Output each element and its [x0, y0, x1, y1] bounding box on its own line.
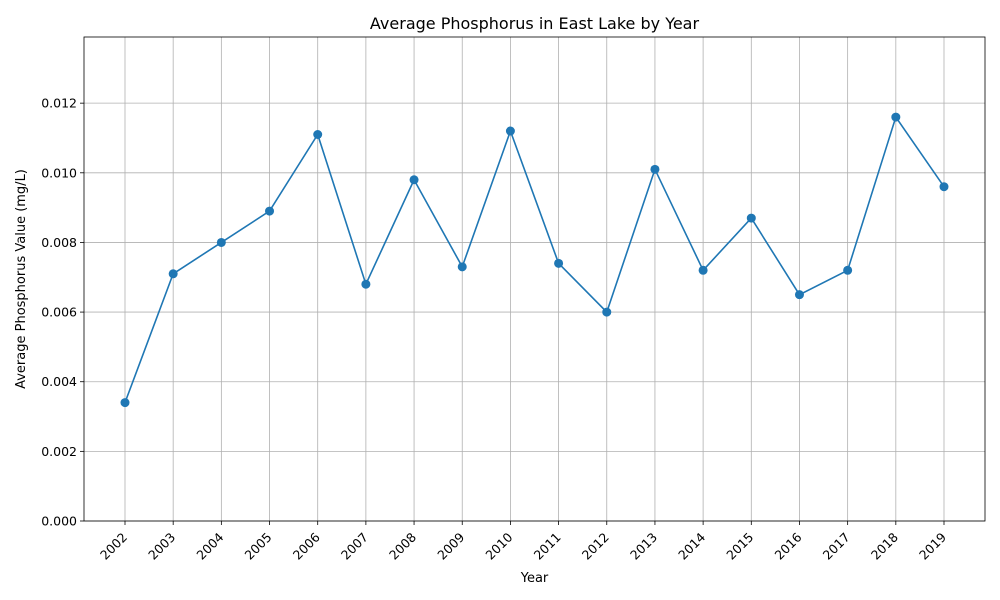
x-tick-label: 2002 — [97, 530, 130, 563]
data-point — [698, 265, 708, 275]
series-line — [124, 115, 945, 403]
x-tick-label: 2009 — [434, 529, 467, 562]
x-tick-label: 2016 — [771, 529, 804, 562]
y-tick-label: 0.004 — [41, 374, 77, 389]
data-point — [650, 164, 660, 174]
y-axis-label: Average Phosphorus Value (mg/L) — [14, 169, 29, 389]
data-point — [891, 112, 901, 122]
y-tick-label: 0.012 — [41, 96, 77, 111]
data-point — [602, 307, 612, 317]
x-tick-label: 2013 — [627, 530, 660, 563]
y-tick-label: 0.002 — [41, 444, 77, 459]
data-point — [794, 290, 804, 300]
y-tick-label: 0.006 — [41, 305, 77, 320]
data-point — [265, 206, 275, 216]
data-point — [409, 175, 419, 185]
data-point — [746, 213, 756, 223]
data-point — [216, 237, 226, 247]
x-tick-label: 2007 — [338, 530, 371, 563]
plot-frame — [83, 36, 986, 522]
data-point — [168, 269, 178, 279]
x-tick-label: 2005 — [242, 530, 275, 563]
x-axis-label: Year — [520, 571, 549, 586]
data-point — [505, 126, 515, 136]
data-point — [939, 182, 949, 192]
data-point — [361, 279, 371, 289]
y-tick-label: 0.010 — [41, 165, 77, 180]
x-tick-label: 2014 — [675, 529, 708, 562]
grid-layer — [84, 37, 985, 522]
series-layer — [120, 112, 949, 408]
data-point — [313, 129, 323, 139]
data-point — [120, 398, 130, 408]
x-tick-label: 2010 — [482, 529, 515, 562]
x-tick-label: 2017 — [820, 530, 853, 563]
x-tick-label: 2003 — [145, 530, 178, 563]
x-tick-label: 2008 — [386, 529, 419, 562]
x-tick-label: 2012 — [579, 530, 612, 563]
x-tick-label: 2018 — [868, 529, 901, 562]
x-tick-label: 2004 — [193, 529, 226, 562]
data-point — [554, 258, 564, 268]
x-tick-label: 2019 — [916, 529, 949, 562]
y-tick-label: 0.008 — [41, 235, 77, 250]
ticks-layer: 2002 2003 2004 2005 2006 2007 2008 2009 2010 2011… — [41, 96, 949, 563]
y-tick-label: 0.000 — [41, 514, 77, 529]
data-point — [843, 265, 853, 275]
x-tick-label: 2015 — [723, 530, 756, 563]
data-point — [457, 262, 467, 272]
chart-title: Average Phosphorus in East Lake by Year — [370, 14, 700, 33]
x-tick-label: 2006 — [290, 529, 323, 562]
x-tick-label: 2011 — [531, 530, 564, 563]
